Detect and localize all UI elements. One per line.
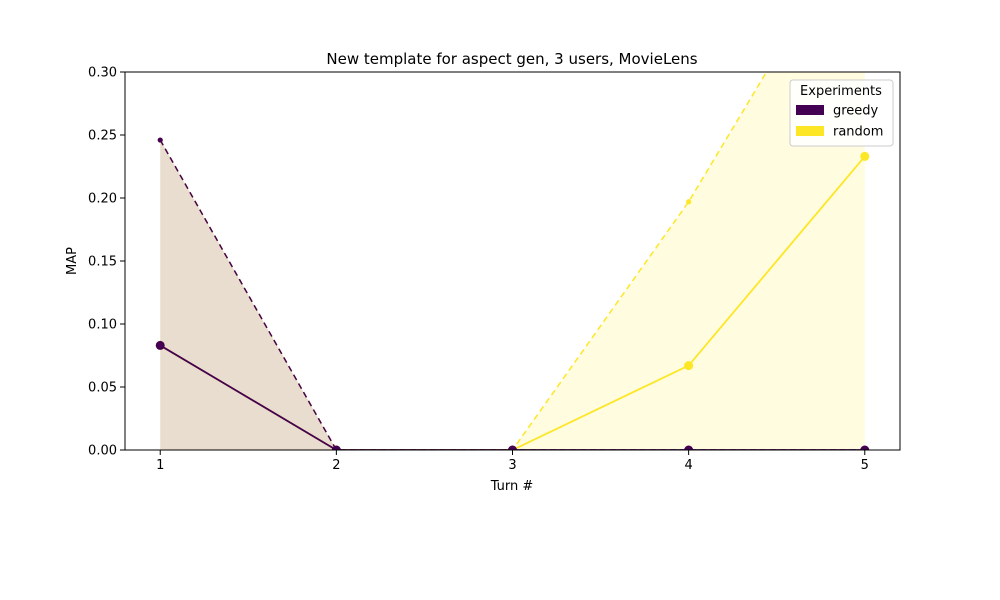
x-axis-label: Turn #	[490, 479, 534, 494]
y-tick-label: 0.25	[88, 129, 117, 144]
legend-title: Experiments	[800, 84, 882, 99]
greedy-upper-point	[157, 137, 163, 143]
y-tick-label: 0.20	[88, 192, 117, 207]
x-tick-label: 4	[684, 458, 692, 473]
y-tick-label: 0.05	[88, 381, 117, 396]
x-tick-label: 1	[156, 458, 164, 473]
greedy-legend-swatch	[796, 105, 824, 115]
greedy-mean-point	[508, 445, 517, 450]
y-axis-label: MAP	[65, 247, 80, 275]
greedy-mean-point	[684, 445, 694, 450]
y-axis: 0.00 0.05 0.10 0.15 0.20 0.25 0.30	[88, 66, 125, 459]
series-lines	[155, 72, 870, 450]
greedy-mean-point	[331, 445, 341, 450]
greedy-legend-label: greedy	[833, 104, 879, 119]
x-tick-label: 3	[508, 458, 516, 473]
legend: Experiments greedy random	[789, 79, 894, 147]
random-legend-swatch	[796, 126, 824, 136]
y-tick-label: 0.30	[88, 66, 117, 81]
random-upper-point	[686, 199, 692, 205]
random-legend-label: random	[833, 125, 883, 140]
random-band	[160, 72, 865, 450]
x-tick-label: 2	[332, 458, 340, 473]
greedy-mean-point	[155, 340, 165, 350]
random-upper-line	[159, 72, 768, 450]
chart-title: New template for aspect gen, 3 users, Mo…	[326, 50, 697, 68]
y-tick-label: 0.10	[88, 318, 117, 333]
random-mean-point	[860, 151, 870, 161]
x-tick-label: 5	[861, 458, 869, 473]
confidence-bands	[160, 72, 865, 450]
x-axis: 1 2 3 4 5	[156, 450, 869, 473]
y-tick-label: 0.00	[88, 444, 117, 459]
greedy-mean-point	[860, 445, 870, 450]
y-tick-label: 0.15	[88, 255, 117, 270]
random-mean-point	[684, 361, 694, 371]
greedy-band	[160, 140, 865, 450]
greedy-mean-line	[159, 344, 865, 450]
